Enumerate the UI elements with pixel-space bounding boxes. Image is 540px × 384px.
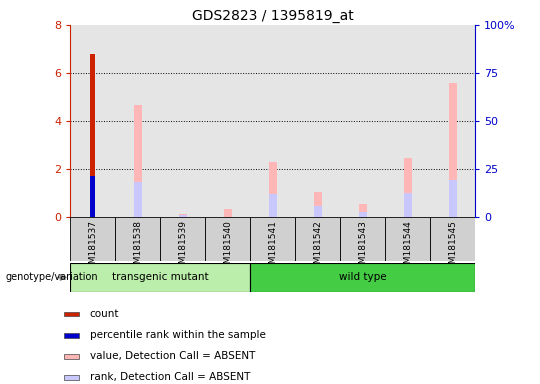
Bar <box>134 105 141 217</box>
Bar <box>449 83 457 217</box>
Text: GSM181539: GSM181539 <box>178 220 187 275</box>
Bar <box>205 25 250 217</box>
Text: GSM181544: GSM181544 <box>403 220 412 275</box>
Text: GSM181537: GSM181537 <box>88 220 97 275</box>
Bar <box>115 25 160 217</box>
Bar <box>250 263 475 292</box>
Bar <box>224 209 232 217</box>
Text: genotype/variation: genotype/variation <box>5 272 98 282</box>
Bar <box>430 217 475 261</box>
Text: GSM181545: GSM181545 <box>448 220 457 275</box>
Bar <box>160 217 205 261</box>
Bar <box>179 215 187 217</box>
Bar <box>115 217 160 261</box>
Bar <box>269 194 277 217</box>
Bar <box>403 193 411 217</box>
Bar <box>314 192 322 217</box>
Text: GSM181538: GSM181538 <box>133 220 142 275</box>
Text: value, Detection Call = ABSENT: value, Detection Call = ABSENT <box>90 351 255 361</box>
Bar <box>64 375 79 380</box>
Bar <box>340 25 385 217</box>
Text: GSM181542: GSM181542 <box>313 220 322 275</box>
Bar <box>403 158 411 217</box>
Text: count: count <box>90 309 119 319</box>
Bar <box>250 217 295 261</box>
Text: GSM181541: GSM181541 <box>268 220 277 275</box>
Bar <box>179 214 187 217</box>
Bar <box>64 312 79 316</box>
Bar <box>295 25 340 217</box>
Bar <box>91 54 95 217</box>
Text: GSM181540: GSM181540 <box>223 220 232 275</box>
Bar <box>91 176 95 217</box>
Bar <box>134 182 141 217</box>
Bar <box>64 333 79 338</box>
Text: GSM181543: GSM181543 <box>358 220 367 275</box>
Bar <box>385 25 430 217</box>
Bar <box>250 25 295 217</box>
Bar <box>295 217 340 261</box>
Text: transgenic mutant: transgenic mutant <box>112 272 208 283</box>
Bar <box>449 180 457 217</box>
Bar <box>269 162 277 217</box>
Text: percentile rank within the sample: percentile rank within the sample <box>90 330 266 340</box>
Bar <box>359 204 367 217</box>
Bar <box>359 212 367 217</box>
Bar <box>430 25 475 217</box>
Bar <box>70 25 115 217</box>
Bar <box>205 217 250 261</box>
Bar <box>385 217 430 261</box>
Bar <box>70 217 115 261</box>
Bar <box>160 25 205 217</box>
Bar <box>314 206 322 217</box>
Bar <box>64 354 79 359</box>
Text: rank, Detection Call = ABSENT: rank, Detection Call = ABSENT <box>90 372 250 382</box>
Title: GDS2823 / 1395819_at: GDS2823 / 1395819_at <box>192 8 354 23</box>
Text: wild type: wild type <box>339 272 387 283</box>
Bar <box>70 263 250 292</box>
Bar <box>340 217 385 261</box>
